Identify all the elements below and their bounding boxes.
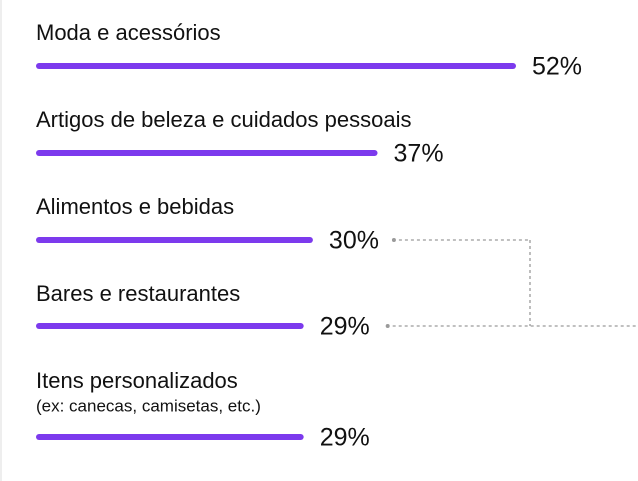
category-label: Artigos de beleza e cuidados pessoais <box>36 107 411 132</box>
connector-bracket <box>385 238 638 328</box>
bar <box>36 323 304 329</box>
category-label: Bares e restaurantes <box>36 281 240 306</box>
bar-row: Itens personalizados (ex: canecas, camise… <box>36 368 370 452</box>
bar <box>36 434 304 440</box>
bar-row: Alimentos e bebidas 30% <box>36 194 379 255</box>
category-note: (ex: canecas, camisetas, etc.) <box>36 396 261 415</box>
value-label: 29% <box>320 313 370 341</box>
value-label: 29% <box>320 424 370 452</box>
category-label: Itens personalizados <box>36 368 238 393</box>
bar-row: Moda e acessórios 52% <box>36 20 582 81</box>
bar <box>36 237 313 243</box>
connector-dot <box>385 324 390 328</box>
value-label: 37% <box>394 140 444 168</box>
bar <box>36 150 378 156</box>
connector-dot <box>391 238 396 242</box>
category-label: Moda e acessórios <box>36 20 221 45</box>
value-label: 30% <box>329 227 379 255</box>
value-label: 52% <box>532 53 582 81</box>
category-label: Alimentos e bebidas <box>36 194 234 219</box>
bar <box>36 63 516 69</box>
left-border <box>0 0 2 481</box>
bar-row: Bares e restaurantes 29% <box>36 281 370 341</box>
bar-row: Artigos de beleza e cuidados pessoais 37% <box>36 107 444 168</box>
